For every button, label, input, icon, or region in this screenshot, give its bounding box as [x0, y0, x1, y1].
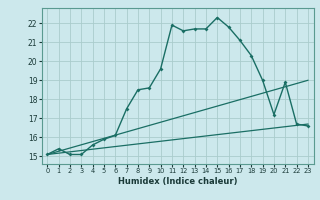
X-axis label: Humidex (Indice chaleur): Humidex (Indice chaleur) — [118, 177, 237, 186]
